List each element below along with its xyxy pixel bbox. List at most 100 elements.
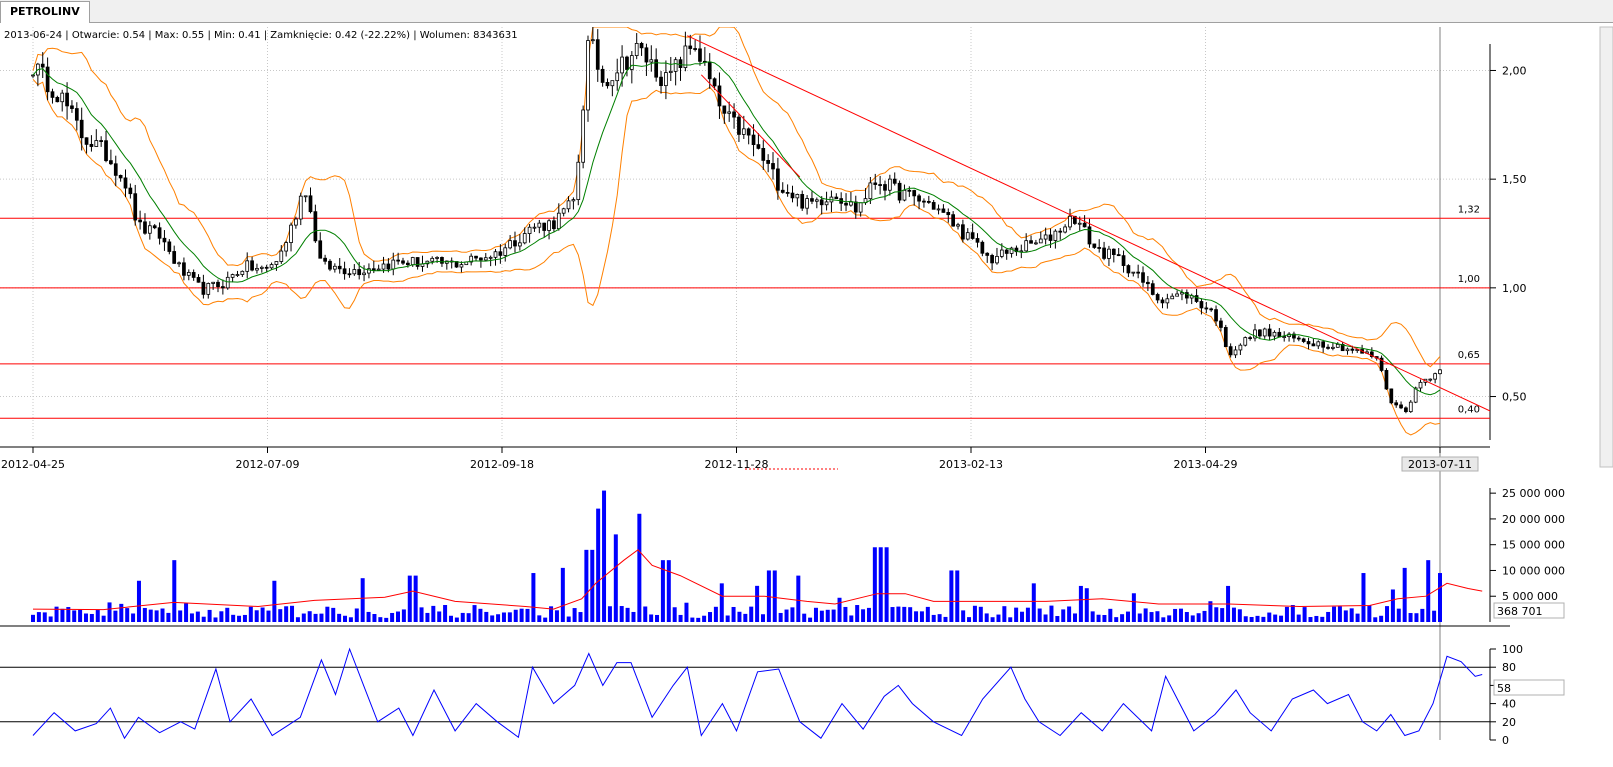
candle-body xyxy=(1009,247,1014,254)
volume-bar xyxy=(772,570,777,622)
candle-body xyxy=(1277,331,1282,338)
volume-bar xyxy=(1279,615,1284,622)
volume-bar xyxy=(254,610,259,622)
volume-bar xyxy=(1055,616,1060,622)
volume-bar xyxy=(1161,617,1166,622)
volume-bar xyxy=(184,603,189,622)
candle-body xyxy=(138,219,142,223)
candle-body xyxy=(74,108,79,121)
volume-bar xyxy=(1367,605,1372,622)
candle-body xyxy=(284,242,289,252)
volume-bar xyxy=(1125,611,1130,622)
volume-bar xyxy=(731,606,736,622)
candle-body xyxy=(1068,215,1072,228)
volume-bar xyxy=(390,612,395,622)
volume-bar xyxy=(961,610,966,622)
candle-body xyxy=(1121,255,1126,266)
candle-body xyxy=(79,119,84,139)
candle-body xyxy=(961,224,965,240)
candle-body xyxy=(1258,329,1262,337)
volume-bar xyxy=(148,609,153,622)
volume-bar xyxy=(136,580,141,622)
candle-body xyxy=(756,144,761,149)
volume-bar xyxy=(690,617,695,622)
volume-bar xyxy=(419,607,424,622)
volume-bar xyxy=(242,614,247,622)
volume-bar xyxy=(1396,608,1401,622)
candle-body xyxy=(751,134,756,146)
candle-body xyxy=(625,56,629,70)
volume-bar xyxy=(1090,611,1095,622)
candle-body xyxy=(1379,357,1384,371)
volume-bar xyxy=(843,606,848,622)
volume-bar xyxy=(1243,616,1248,622)
volume-bar xyxy=(1438,573,1442,622)
volume-bar xyxy=(861,609,866,622)
volume-bar xyxy=(813,607,818,622)
volume-bar xyxy=(925,606,930,622)
candle-body xyxy=(1292,333,1296,339)
volume-bar xyxy=(796,575,801,622)
candle-body xyxy=(191,272,196,278)
candle-body xyxy=(498,251,503,256)
volume-bar xyxy=(490,615,495,622)
volume-bar xyxy=(737,611,742,622)
tab-petrolinv[interactable]: PETROLINV xyxy=(0,1,90,23)
candle-body xyxy=(367,268,371,274)
candle-body xyxy=(620,56,624,74)
volume-bar xyxy=(755,585,760,622)
ohlc-info-bar: 2013-06-24 | Otwarcie: 0.54 | Max: 0.55 … xyxy=(4,30,518,41)
volume-bar xyxy=(1131,593,1136,622)
candle-body xyxy=(595,39,600,70)
candle-body xyxy=(488,256,493,259)
volume-bar xyxy=(914,611,919,622)
volume-bar xyxy=(1261,616,1266,622)
volume-bar xyxy=(949,570,954,622)
price-y-tick-label: 1,00 xyxy=(1502,282,1527,295)
candle-body xyxy=(1170,295,1175,300)
volume-bar xyxy=(160,608,165,622)
volume-bar xyxy=(855,605,860,622)
candle-body xyxy=(819,199,824,206)
candle-body xyxy=(985,252,990,256)
price-x-tick-label: 2012-09-18 xyxy=(470,458,534,471)
oscillator-y-tick-label: 100 xyxy=(1502,643,1523,656)
volume-bar xyxy=(972,605,977,622)
volume-bar xyxy=(955,570,960,622)
volume-bar xyxy=(1420,608,1425,622)
tab-bar: PETROLINV xyxy=(0,0,1613,23)
volume-bar xyxy=(248,606,253,622)
candle-body xyxy=(1111,248,1116,255)
volume-bar xyxy=(1290,605,1295,622)
candle-body xyxy=(849,201,853,206)
volume-bar xyxy=(967,617,972,622)
candle-body xyxy=(975,238,980,243)
volume-bar xyxy=(790,607,795,622)
candle-body xyxy=(532,226,537,229)
volume-bar xyxy=(566,616,571,622)
candle-body xyxy=(805,198,809,209)
candle-body xyxy=(1097,247,1102,249)
candle-body xyxy=(1340,343,1345,352)
candle-body xyxy=(1043,234,1048,240)
candle-body xyxy=(1418,381,1423,389)
volume-bar xyxy=(819,610,824,622)
candle-body xyxy=(65,92,69,107)
volume-bar xyxy=(131,613,136,622)
volume-bar xyxy=(1061,609,1066,622)
candle-body xyxy=(610,80,615,87)
volume-bar xyxy=(1214,607,1219,622)
volume-bar xyxy=(290,605,295,622)
volume-bar xyxy=(413,575,418,622)
volume-bar xyxy=(1096,614,1101,622)
volume-bar xyxy=(1173,608,1178,622)
candle-body xyxy=(693,48,697,50)
candle-body xyxy=(746,128,751,136)
volume-bar xyxy=(119,603,124,622)
volume-bar xyxy=(201,616,206,622)
candle-body xyxy=(1408,401,1413,413)
volume-bar xyxy=(466,613,471,622)
candle-body xyxy=(1199,301,1204,309)
candle-body xyxy=(313,211,318,242)
